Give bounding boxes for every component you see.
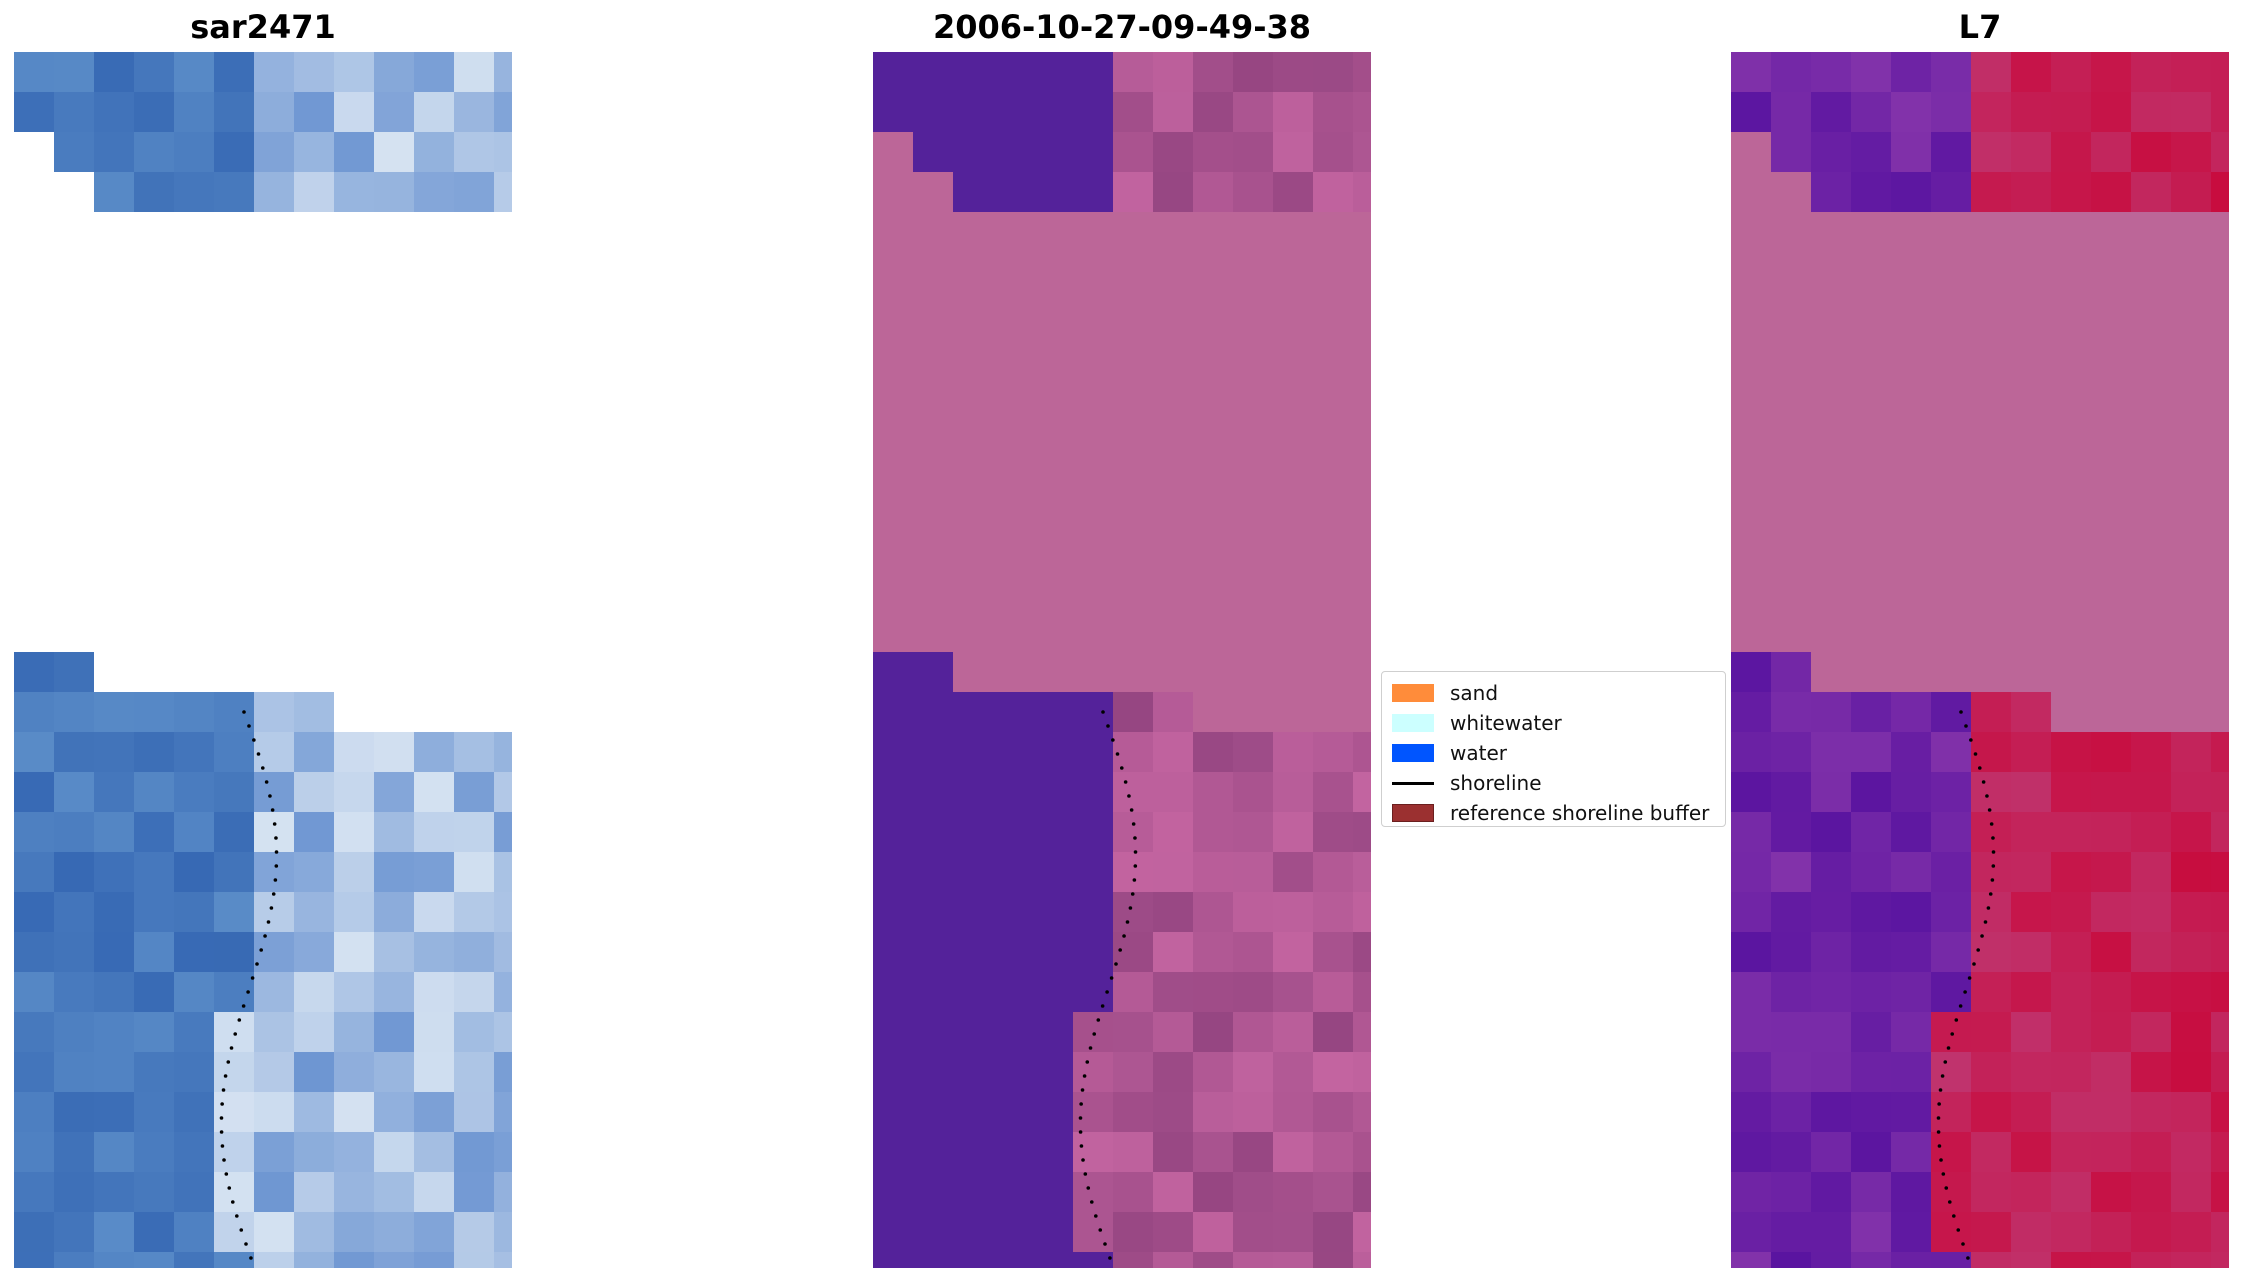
rgb-image-panel: [14, 52, 512, 1268]
legend-item-whitewater: whitewater: [1392, 708, 1715, 738]
legend: sand whitewater water shoreline referenc…: [1381, 671, 1726, 827]
sand-swatch: [1392, 684, 1434, 702]
panel-title-classified: L7: [1958, 8, 2002, 46]
legend-label: sand: [1450, 681, 1499, 705]
legend-label: water: [1450, 741, 1507, 765]
water-swatch: [1392, 744, 1434, 762]
legend-label: shoreline: [1450, 771, 1542, 795]
legend-item-reference-buffer: reference shoreline buffer: [1392, 798, 1715, 828]
whitewater-swatch: [1392, 714, 1434, 732]
classified-image-panel: [873, 52, 1371, 1268]
legend-label: whitewater: [1450, 711, 1562, 735]
reference-buffer-swatch: [1392, 804, 1434, 822]
panel-title-date: 2006-10-27-09-49-38: [932, 8, 1312, 46]
legend-item-water: water: [1392, 738, 1715, 768]
legend-item-sand: sand: [1392, 678, 1715, 708]
panel-title-rgb: sar2471: [190, 8, 336, 46]
legend-item-shoreline: shoreline: [1392, 768, 1715, 798]
false-color-image-panel: [1731, 52, 2229, 1268]
shoreline-line-swatch: [1392, 781, 1434, 785]
legend-label: reference shoreline buffer: [1450, 801, 1710, 825]
